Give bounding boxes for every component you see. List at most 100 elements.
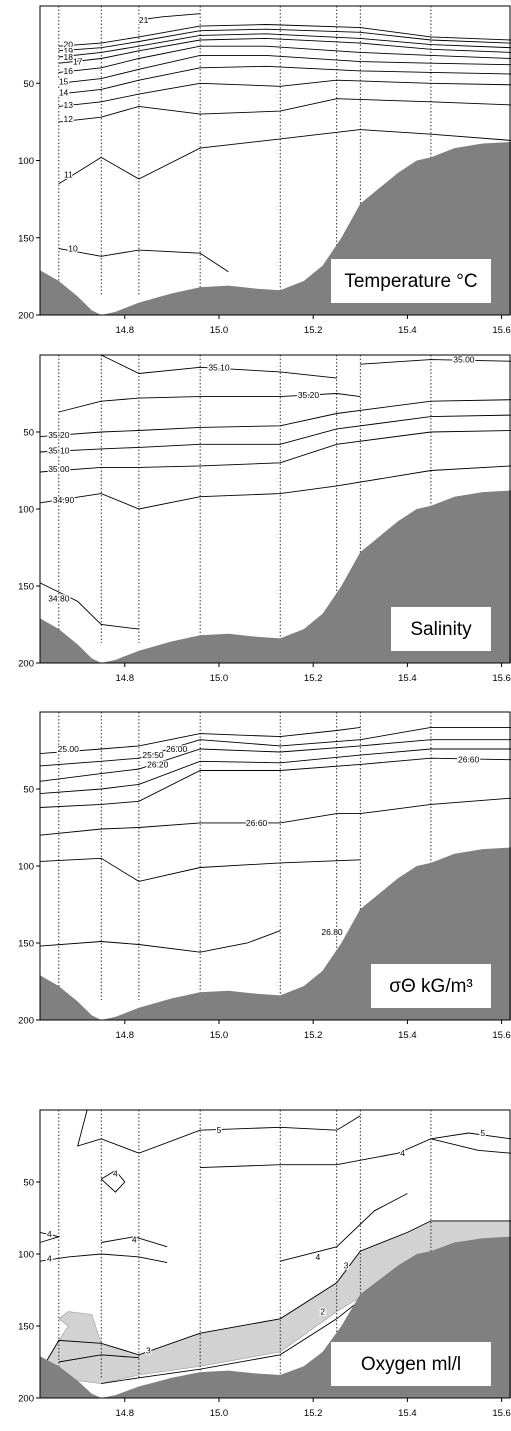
- x-tick-label: 15.4: [398, 1030, 417, 1041]
- x-tick-label: 15.0: [210, 1408, 229, 1419]
- x-tick-label: 15.0: [210, 1030, 229, 1041]
- contour-label: 10: [68, 244, 78, 254]
- y-tick-label: 100: [18, 156, 34, 167]
- y-tick-label: 100: [18, 505, 34, 516]
- panel-label: Temperature °C: [344, 271, 477, 292]
- contour-line: [39, 748, 511, 795]
- contour-label: 35.10: [208, 362, 230, 372]
- y-tick-label: 150: [18, 582, 34, 593]
- contour-label: 26.80: [321, 927, 343, 937]
- contour-label: 4: [132, 1235, 137, 1245]
- contour-line: [77, 1109, 361, 1154]
- contour-label: 5: [480, 1128, 485, 1138]
- contour-label: 35.20: [48, 430, 70, 440]
- contour-line: [58, 98, 511, 123]
- x-tick-label: 14.8: [116, 673, 135, 684]
- contour-line: [39, 857, 361, 882]
- contour-label: 18: [64, 52, 74, 62]
- contour-line: [430, 1132, 511, 1140]
- y-tick-label: 50: [23, 785, 34, 796]
- y-tick-label: 150: [18, 1322, 34, 1333]
- chart-panel-4: 5 5 4 4 4 3 2 4 4 4 3 50 100 150 200 14.8 15.0 15.2 15.4 15…: [18, 1109, 511, 1419]
- contour-label: 35.20: [298, 390, 320, 400]
- contour-label: 5: [217, 1125, 222, 1135]
- contour-label: 13: [64, 100, 74, 110]
- contour-label: 25.00: [58, 744, 80, 754]
- contour-line: [101, 1236, 168, 1248]
- panel-label-box: [391, 607, 491, 651]
- contour-line: [39, 582, 139, 630]
- contour-label: 16: [64, 66, 74, 76]
- contour-label: 4: [47, 1229, 52, 1239]
- contour-line: [39, 726, 511, 767]
- contour-label: 26.00: [166, 744, 188, 754]
- contour-label: 19: [64, 46, 74, 56]
- contour-label: 34.90: [53, 495, 75, 505]
- contour-label: 3: [146, 1345, 151, 1355]
- y-tick-label: 50: [23, 79, 34, 90]
- x-tick-label: 15.2: [304, 673, 323, 684]
- contour-label: 35.00: [48, 464, 70, 474]
- contour-line: [39, 739, 511, 782]
- contour-label: 4: [47, 1253, 52, 1263]
- contour-label: 4: [400, 1148, 405, 1158]
- contour-label: 17: [73, 57, 83, 67]
- contour-label: 14: [59, 88, 69, 98]
- x-tick-label: 14.8: [116, 325, 135, 336]
- contour-label: 4: [113, 1168, 118, 1178]
- x-tick-label: 15.0: [210, 673, 229, 684]
- x-tick-label: 14.8: [116, 1030, 135, 1041]
- x-tick-label: 15.4: [398, 673, 417, 684]
- y-tick-label: 150: [18, 939, 34, 950]
- x-tick-label: 15.4: [398, 1408, 417, 1419]
- contour-line: [58, 28, 511, 52]
- y-tick-label: 200: [18, 1016, 34, 1027]
- contour-label: 11: [64, 169, 73, 179]
- panel-label-box: [331, 259, 491, 303]
- contour-line: [39, 1231, 61, 1243]
- contour-line: [58, 54, 511, 84]
- contour-line: [39, 1253, 168, 1264]
- contour-label: 35.00: [453, 355, 475, 365]
- contour-label: 4: [316, 1252, 321, 1262]
- contour-line: [39, 1220, 511, 1373]
- contour-line: [39, 399, 511, 438]
- x-tick-label: 15.6: [492, 673, 511, 684]
- contour-label: 3: [344, 1261, 349, 1271]
- x-tick-label: 15.2: [304, 325, 323, 336]
- chart-panel-2: 35.10 35.00 35.20 35.20 35.10 35.00 34.90 34.80…: [18, 353, 511, 684]
- contour-label: 26.60: [246, 818, 268, 828]
- y-tick-label: 200: [18, 659, 34, 670]
- y-tick-label: 100: [18, 862, 34, 873]
- contour-label: 25.50: [142, 750, 164, 760]
- x-tick-label: 15.6: [492, 325, 511, 336]
- contour-line: [39, 430, 511, 473]
- contour-line: [138, 13, 201, 21]
- contour-label: 26.20: [147, 759, 169, 769]
- contour-label: 20: [64, 40, 74, 50]
- contour-line: [360, 359, 511, 365]
- contour-line: [39, 726, 361, 755]
- contour-label: 34.80: [48, 593, 70, 603]
- contour-line: [39, 414, 511, 453]
- y-tick-label: 50: [23, 428, 34, 439]
- contour-line: [39, 930, 281, 953]
- contour-line: [58, 37, 511, 64]
- contour-line: [101, 354, 337, 379]
- contour-line: [58, 248, 229, 273]
- contour-line: [58, 24, 511, 47]
- contour-line: [39, 465, 511, 510]
- y-tick-label: 150: [18, 233, 34, 244]
- y-tick-label: 50: [23, 1178, 34, 1189]
- y-tick-label: 100: [18, 1250, 34, 1261]
- contour-line: [39, 757, 511, 808]
- x-tick-label: 14.8: [116, 1408, 135, 1419]
- panel-label: Salinity: [410, 619, 472, 640]
- contour-label: 35.10: [48, 445, 70, 455]
- contour-line: [280, 1193, 408, 1262]
- x-tick-label: 15.4: [398, 325, 417, 336]
- contour-label: 12: [64, 114, 74, 124]
